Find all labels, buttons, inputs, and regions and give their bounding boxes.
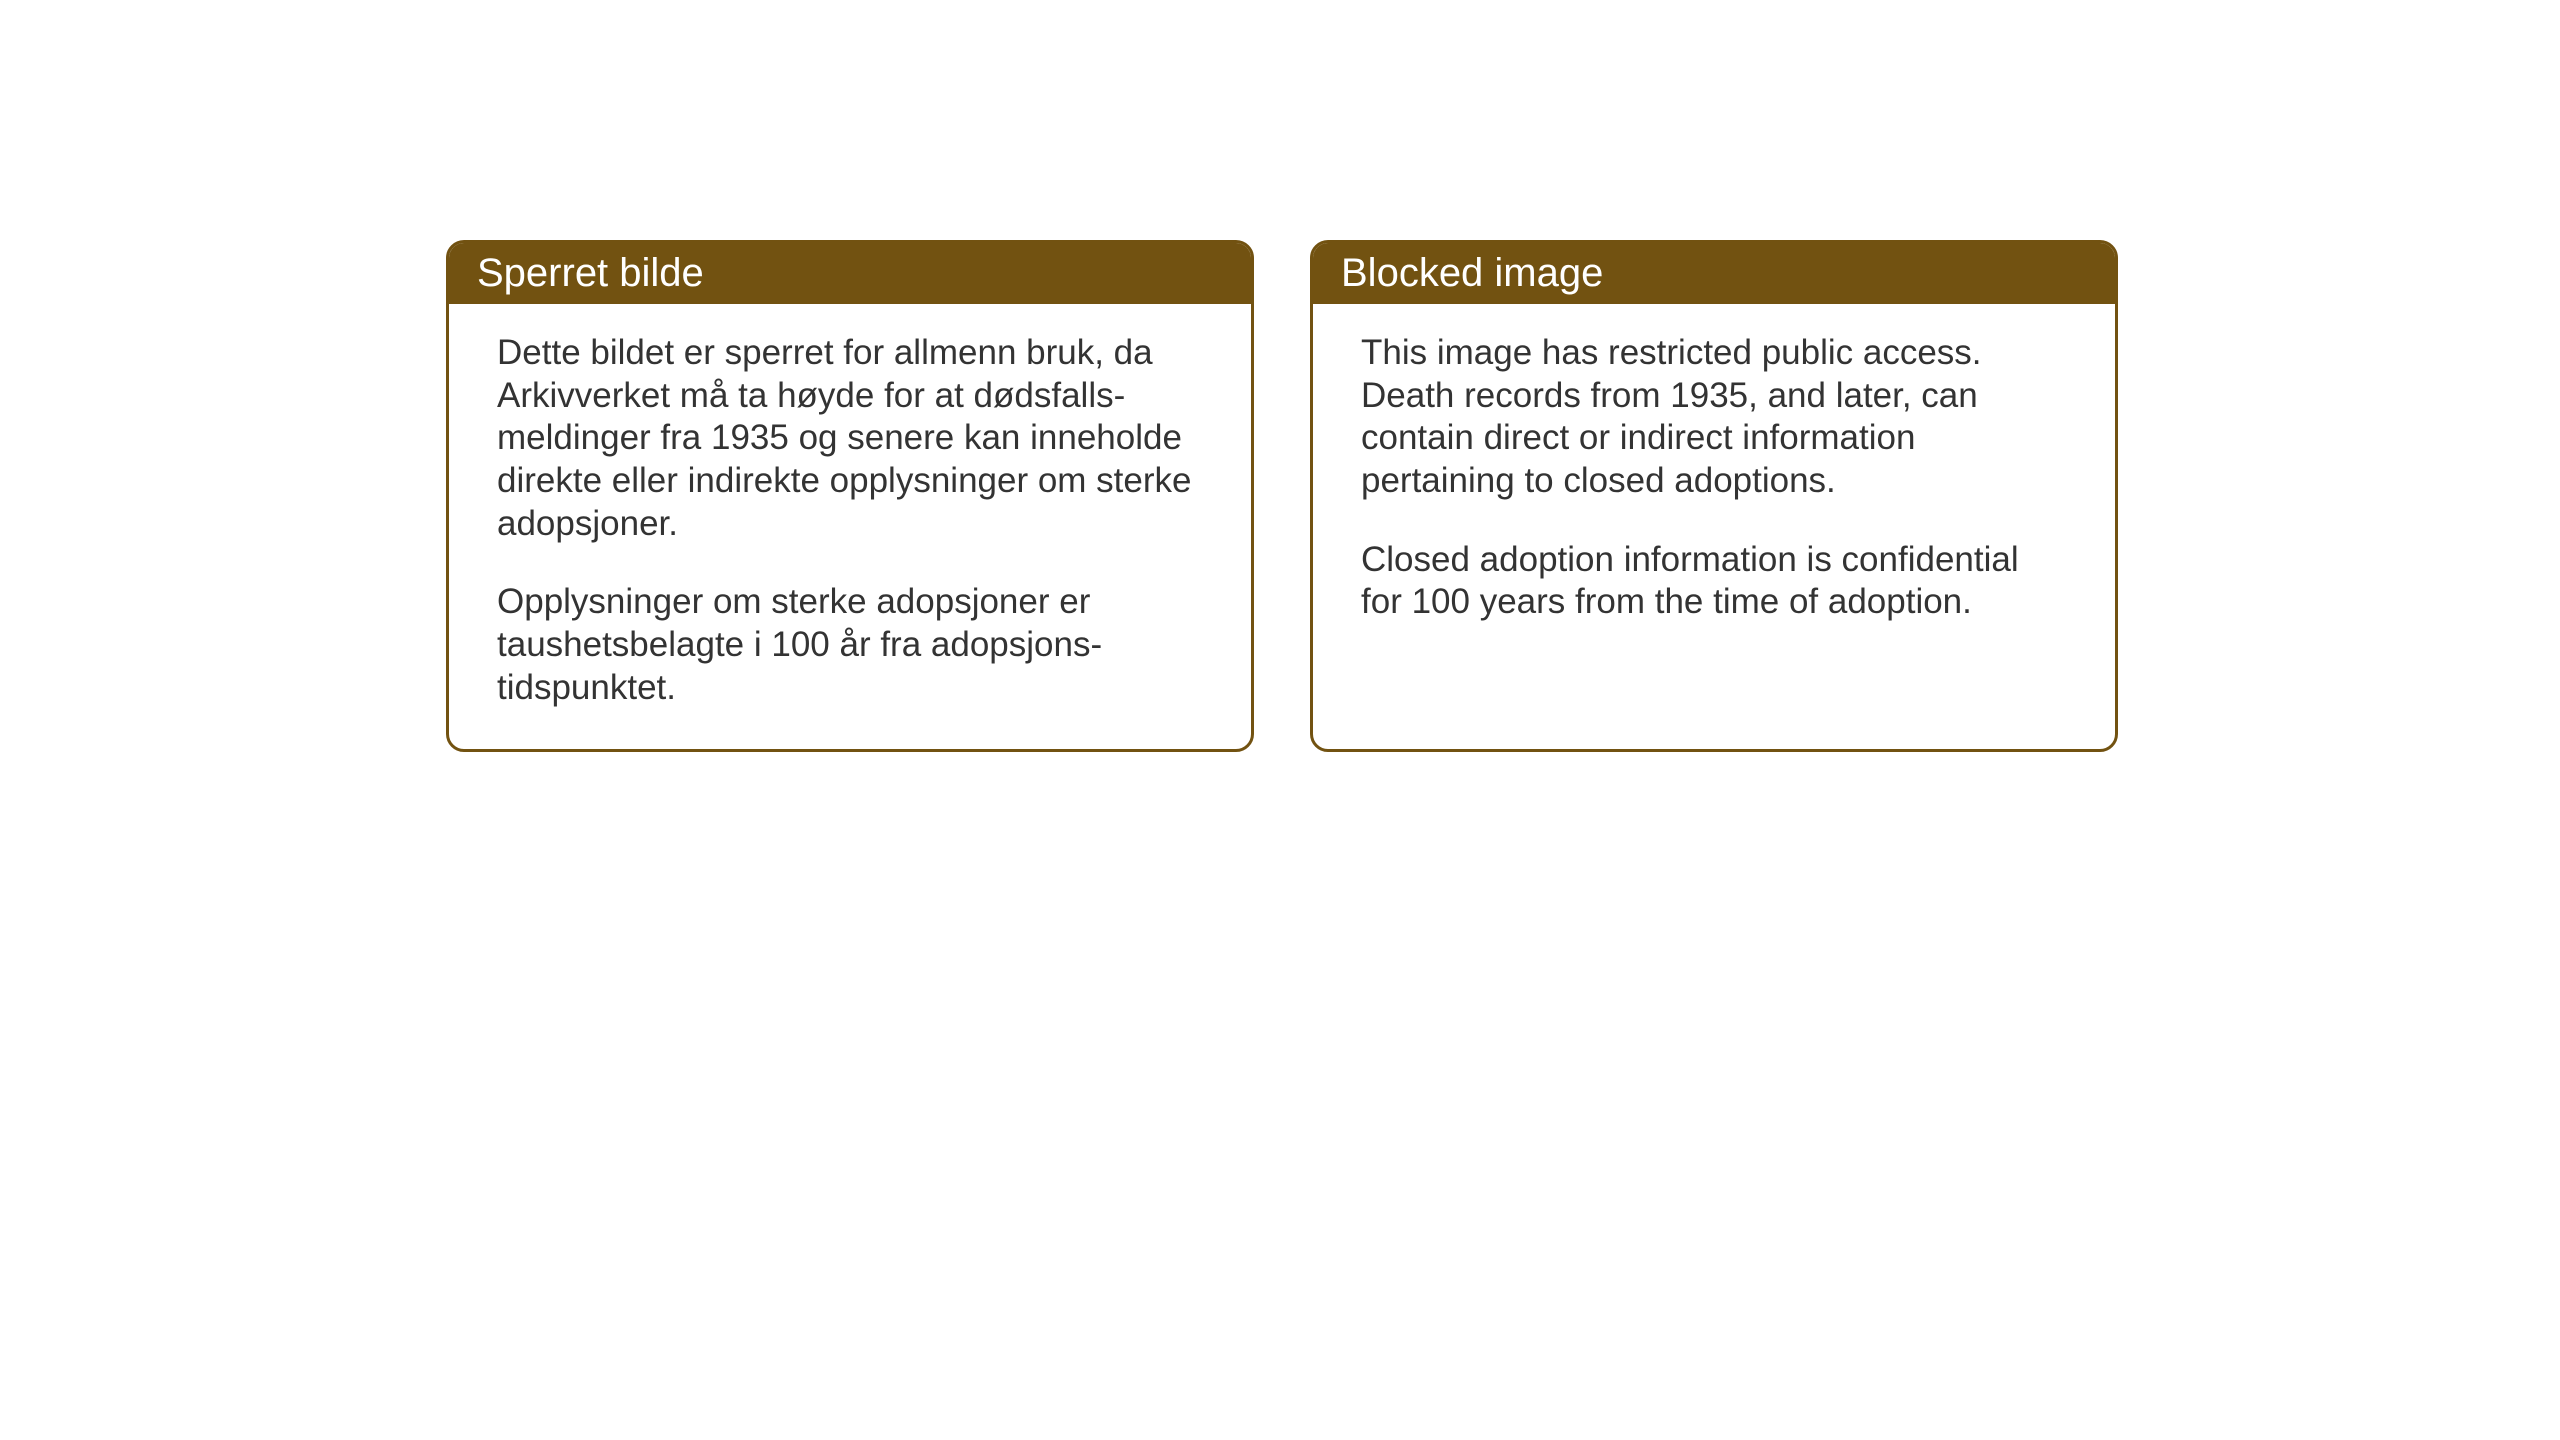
cards-container: Sperret bilde Dette bildet er sperret fo… <box>446 240 2118 752</box>
paragraph2-norwegian: Opplysninger om sterke adopsjoner er tau… <box>497 581 1203 709</box>
card-text-english: This image has restricted public access.… <box>1361 332 2067 624</box>
card-title-english: Blocked image <box>1341 251 1603 295</box>
card-header-norwegian: Sperret bilde <box>449 243 1251 304</box>
card-text-norwegian: Dette bildet er sperret for allmenn bruk… <box>497 332 1203 710</box>
card-header-english: Blocked image <box>1313 243 2115 304</box>
card-body-english: This image has restricted public access.… <box>1313 304 2115 660</box>
paragraph1-english: This image has restricted public access.… <box>1361 332 2067 503</box>
paragraph1-norwegian: Dette bildet er sperret for allmenn bruk… <box>497 332 1203 545</box>
card-body-norwegian: Dette bildet er sperret for allmenn bruk… <box>449 304 1251 746</box>
norwegian-notice-card: Sperret bilde Dette bildet er sperret fo… <box>446 240 1254 752</box>
english-notice-card: Blocked image This image has restricted … <box>1310 240 2118 752</box>
card-title-norwegian: Sperret bilde <box>477 251 704 295</box>
paragraph2-english: Closed adoption information is confident… <box>1361 539 2067 624</box>
